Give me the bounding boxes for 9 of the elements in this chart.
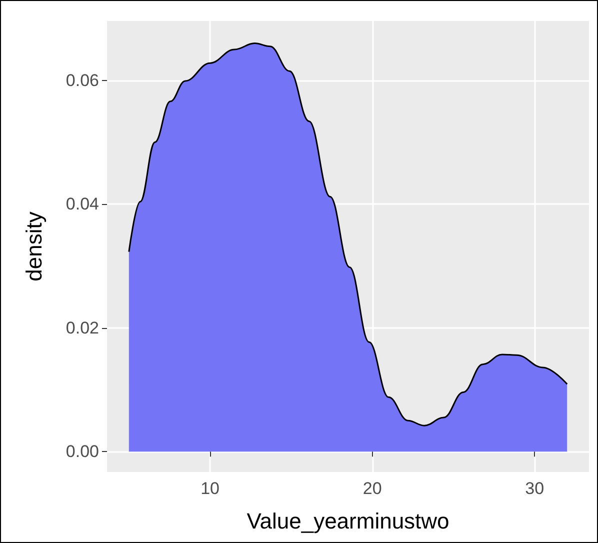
y-tick-label: 0.02	[66, 318, 99, 338]
x-tick-label: 30	[525, 479, 544, 498]
y-tick-label: 0.00	[66, 442, 99, 462]
y-tick-label: 0.06	[66, 70, 99, 90]
x-tick-label: 20	[362, 479, 382, 498]
y-tick-label: 0.04	[66, 194, 99, 214]
x-axis-title: Value_yearminustwo	[246, 508, 450, 534]
y-axis-title: density	[22, 212, 46, 282]
x-tick-label: 10	[200, 479, 220, 498]
